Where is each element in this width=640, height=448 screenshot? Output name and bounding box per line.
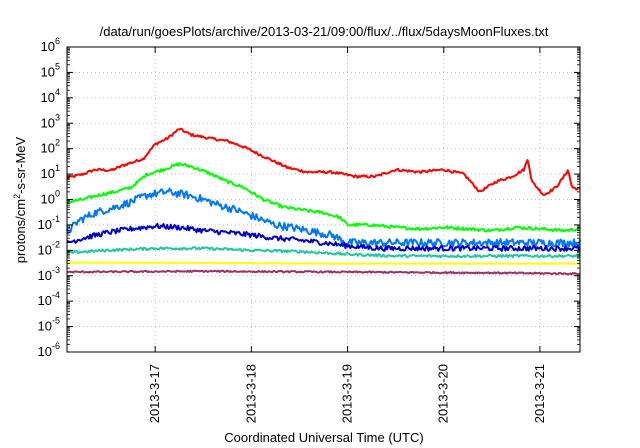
y-tick-label: 10-2 [38, 239, 60, 257]
y-tick-label: 103 [41, 112, 60, 130]
series-line-7 [66, 269, 581, 276]
y-tick-label: 101 [41, 163, 60, 181]
y-tick-exp: -4 [52, 290, 60, 300]
y-axis-label-sup: 2 [12, 194, 22, 199]
y-tick-label: 10-5 [38, 316, 60, 334]
y-tick-base: 10 [38, 217, 52, 232]
y-tick-exp: 4 [55, 87, 60, 97]
y-tick-exp: 5 [55, 61, 60, 71]
y-tick-base: 10 [41, 64, 55, 79]
y-tick-base: 10 [38, 293, 52, 308]
y-tick-exp: 1 [55, 163, 60, 173]
y-tick-base: 10 [38, 268, 52, 283]
y-tick-base: 10 [38, 242, 52, 257]
series-line-1 [66, 127, 581, 196]
y-tick-exp: -5 [52, 316, 60, 326]
x-tick-label: 2013-3-17 [147, 364, 162, 423]
x-tick-label: 2013-3-21 [532, 364, 547, 423]
y-tick-label: 106 [41, 36, 60, 54]
y-tick-label: 10-1 [38, 214, 60, 232]
y-tick-base: 10 [41, 39, 55, 54]
series-line-5 [66, 246, 581, 259]
y-tick-exp: 3 [55, 112, 60, 122]
series-line-2 [66, 162, 581, 233]
y-tick-label: 10-4 [38, 290, 60, 308]
y-tick-exp: -6 [52, 341, 60, 351]
y-tick-label: 100 [41, 189, 60, 207]
y-tick-label: 104 [41, 87, 60, 105]
y-tick-base: 10 [41, 115, 55, 130]
series-line-3 [66, 187, 581, 248]
y-tick-base: 10 [41, 166, 55, 181]
series-group [66, 127, 581, 276]
series-line-6 [66, 261, 581, 265]
y-tick-base: 10 [41, 141, 55, 156]
series-line-4 [66, 222, 581, 252]
x-tick-label: 2013-3-18 [243, 364, 258, 423]
x-axis-label: Coordinated Universal Time (UTC) [224, 430, 423, 445]
y-tick-label: 10-3 [38, 265, 60, 283]
chart-title: /data/run/goesPlots/archive/2013-03-21/0… [100, 24, 549, 39]
y-tick-label: 105 [41, 61, 60, 79]
y-tick-base: 10 [38, 319, 52, 334]
y-tick-base: 10 [41, 192, 55, 207]
y-tick-labels: 10-610-510-410-310-210-11001011021031041… [38, 36, 60, 359]
y-tick-label: 10-6 [38, 341, 60, 359]
x-tick-labels: 2013-3-17 2013-3-18 2013-3-19 2013-3-20 2013… [147, 364, 547, 423]
y-tick-exp: 6 [55, 36, 60, 46]
y-axis-label-prefix: protons/cm [13, 199, 28, 263]
y-axis-label-suffix: -s-sr-MeV [13, 136, 28, 193]
y-tick-exp: -3 [52, 265, 60, 275]
tick-marks [67, 46, 580, 353]
y-tick-base: 10 [41, 90, 55, 105]
y-axis-label: protons/cm2-s-sr-MeV [12, 136, 28, 263]
y-tick-exp: -2 [52, 239, 60, 249]
y-tick-exp: 0 [55, 189, 60, 199]
y-tick-exp: -1 [52, 214, 60, 224]
x-tick-label: 2013-3-19 [340, 364, 355, 423]
y-tick-exp: 2 [55, 138, 60, 148]
x-tick-label: 2013-3-20 [436, 364, 451, 423]
y-tick-base: 10 [38, 344, 52, 359]
y-tick-label: 102 [41, 138, 60, 156]
